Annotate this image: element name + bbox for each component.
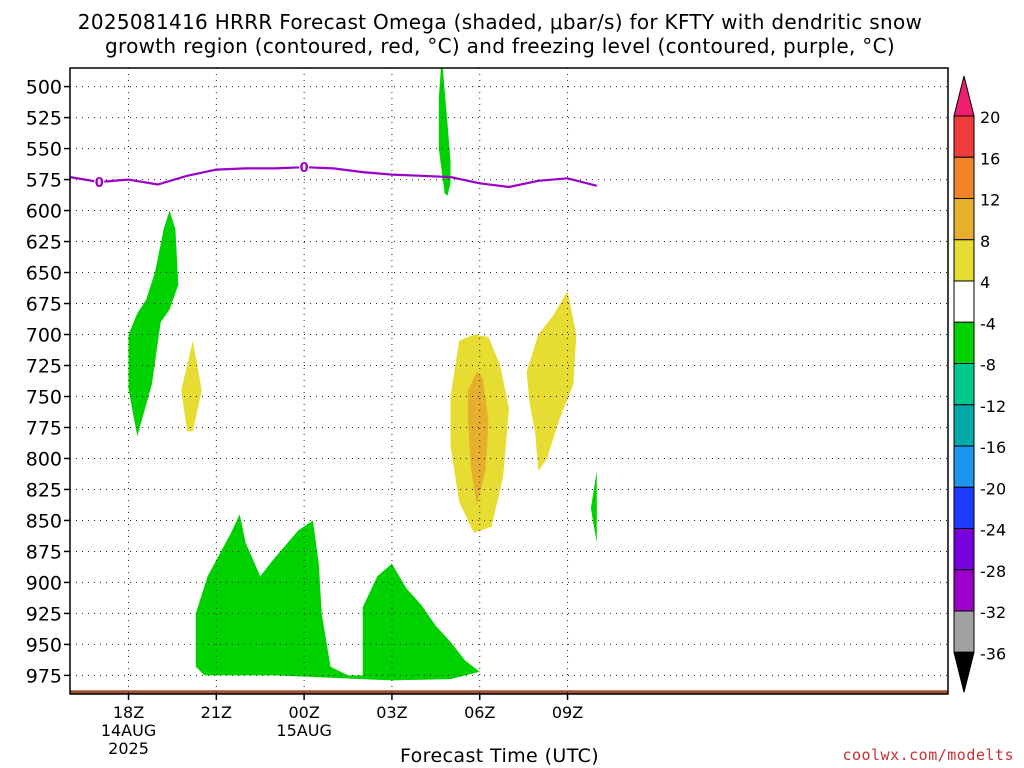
colorbar-box bbox=[953, 569, 975, 612]
colorbar-label: -32 bbox=[980, 603, 1006, 622]
y-tick-label: 550 bbox=[26, 139, 62, 161]
freezing-label-bg bbox=[299, 160, 310, 175]
omega-region-3 bbox=[438, 68, 451, 196]
y-tick-label: 950 bbox=[26, 634, 62, 656]
colorbar-box bbox=[953, 528, 975, 571]
y-tick-label: 825 bbox=[26, 479, 62, 501]
x-tick-sublabel: 2025 bbox=[108, 739, 149, 758]
colorbar-label: -8 bbox=[980, 356, 996, 375]
x-tick-label: 00Z bbox=[288, 703, 319, 722]
colorbar-label: -28 bbox=[980, 562, 1006, 581]
colorbar-label: -16 bbox=[980, 438, 1006, 457]
omega-region-2 bbox=[181, 340, 202, 432]
y-tick-label: 850 bbox=[26, 510, 62, 532]
y-tick-label: 625 bbox=[26, 232, 62, 254]
colorbar-arrow-bottom bbox=[953, 651, 975, 693]
colorbar-label: 8 bbox=[980, 232, 990, 251]
plot-frame bbox=[69, 67, 949, 695]
colorbar-box bbox=[953, 486, 975, 529]
colorbar-box bbox=[953, 198, 975, 241]
y-tick-label: 925 bbox=[26, 603, 62, 625]
colorbar-label: -12 bbox=[980, 397, 1006, 416]
x-axis-label: Forecast Time (UTC) bbox=[400, 745, 600, 767]
source-credit: coolwx.com/modelts bbox=[842, 746, 1014, 764]
colorbar-box bbox=[953, 156, 975, 199]
y-tick-label: 900 bbox=[26, 572, 62, 594]
colorbar-box bbox=[953, 321, 975, 364]
y-tick-label: 725 bbox=[26, 356, 62, 378]
y-tick-label: 875 bbox=[26, 541, 62, 563]
colorbar-box bbox=[953, 363, 975, 406]
y-tick-label: 525 bbox=[26, 108, 62, 130]
colorbar-box bbox=[953, 445, 975, 488]
colorbar-label: 4 bbox=[980, 273, 990, 292]
x-tick-label: 18Z bbox=[113, 703, 144, 722]
freezing-level-label: 0 bbox=[300, 161, 309, 176]
colorbar-label: 12 bbox=[980, 191, 1000, 210]
freezing-label-bg bbox=[94, 175, 105, 190]
colorbar-arrow-top bbox=[953, 75, 975, 117]
title-line-1: 2025081416 HRRR Forecast Omega (shaded, … bbox=[77, 10, 923, 34]
x-tick-label: 03Z bbox=[376, 703, 407, 722]
x-tick-label: 21Z bbox=[201, 703, 232, 722]
ground-strip bbox=[70, 690, 948, 694]
y-tick-label: 675 bbox=[26, 294, 62, 316]
y-tick-label: 650 bbox=[26, 263, 62, 285]
freezing-level-line bbox=[70, 166, 598, 189]
y-tick-label: 975 bbox=[26, 665, 62, 687]
y-tick-label: 600 bbox=[26, 201, 62, 223]
colorbar-label: -20 bbox=[980, 479, 1006, 498]
omega-region-4 bbox=[195, 514, 480, 681]
y-tick-label: 800 bbox=[26, 448, 62, 470]
colorbar-label: -24 bbox=[980, 521, 1006, 540]
colorbar-box bbox=[953, 404, 975, 447]
y-tick-label: 775 bbox=[26, 417, 62, 439]
y-tick-label: 575 bbox=[26, 170, 62, 192]
colorbar-label: 16 bbox=[980, 149, 1000, 168]
colorbar-box bbox=[953, 115, 975, 158]
colorbar-box bbox=[953, 610, 975, 653]
y-tick-label: 500 bbox=[26, 77, 62, 99]
freezing-level-label: 0 bbox=[95, 176, 104, 191]
y-tick-label: 750 bbox=[26, 386, 62, 408]
chart-title: 2025081416 HRRR Forecast Omega (shaded, … bbox=[0, 10, 1000, 58]
colorbar-box bbox=[953, 239, 975, 282]
colorbar-label: -36 bbox=[980, 644, 1006, 663]
x-tick-label: 09Z bbox=[552, 703, 583, 722]
plot-area: 00 bbox=[70, 68, 948, 694]
y-tick-label: 700 bbox=[26, 325, 62, 347]
colorbar-box bbox=[953, 280, 975, 323]
omega-region-6 bbox=[468, 371, 489, 506]
omega-region-7 bbox=[526, 291, 577, 471]
x-tick-sublabel: 14AUG bbox=[101, 721, 156, 740]
colorbar-label: -4 bbox=[980, 314, 996, 333]
omega-region-1 bbox=[128, 210, 179, 437]
title-line-2: growth region (contoured, red, °C) and f… bbox=[105, 34, 895, 58]
x-tick-sublabel: 15AUG bbox=[276, 721, 331, 740]
colorbar-label: 20 bbox=[980, 108, 1000, 127]
x-tick-label: 06Z bbox=[464, 703, 495, 722]
omega-region-8 bbox=[590, 470, 597, 543]
